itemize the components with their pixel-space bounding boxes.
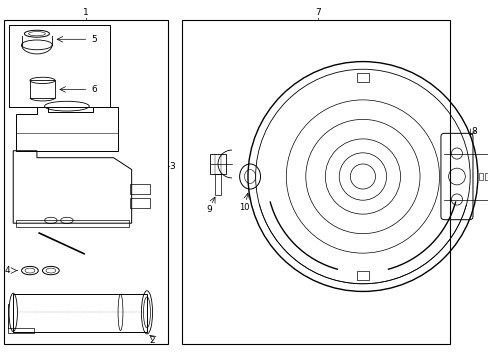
Bar bbox=[8, 328, 34, 333]
Text: 1: 1 bbox=[82, 8, 88, 17]
Bar bbox=[30, 80, 55, 98]
Bar bbox=[356, 73, 368, 82]
Text: 3: 3 bbox=[169, 162, 175, 171]
Text: 4: 4 bbox=[5, 266, 10, 275]
Bar bbox=[4, 20, 167, 344]
Bar bbox=[210, 154, 225, 174]
Bar bbox=[130, 184, 149, 194]
Bar bbox=[478, 173, 483, 180]
Text: 2: 2 bbox=[149, 336, 155, 345]
Text: 9: 9 bbox=[206, 205, 212, 214]
Text: 5: 5 bbox=[91, 35, 97, 44]
Bar bbox=[13, 293, 147, 332]
Bar bbox=[182, 20, 449, 344]
Bar bbox=[16, 220, 129, 228]
Bar bbox=[130, 198, 149, 208]
Bar bbox=[484, 173, 488, 180]
Text: 6: 6 bbox=[91, 85, 97, 94]
Bar bbox=[9, 25, 110, 107]
Text: 7: 7 bbox=[314, 8, 320, 17]
Bar bbox=[356, 271, 368, 280]
Bar bbox=[215, 174, 221, 195]
Text: 8: 8 bbox=[470, 127, 476, 136]
Text: 10: 10 bbox=[239, 203, 249, 212]
